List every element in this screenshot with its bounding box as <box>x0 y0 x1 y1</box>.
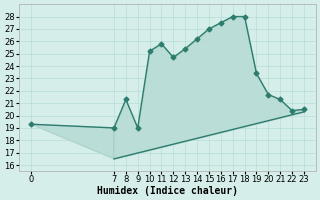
Polygon shape <box>31 124 114 159</box>
X-axis label: Humidex (Indice chaleur): Humidex (Indice chaleur) <box>97 186 238 196</box>
